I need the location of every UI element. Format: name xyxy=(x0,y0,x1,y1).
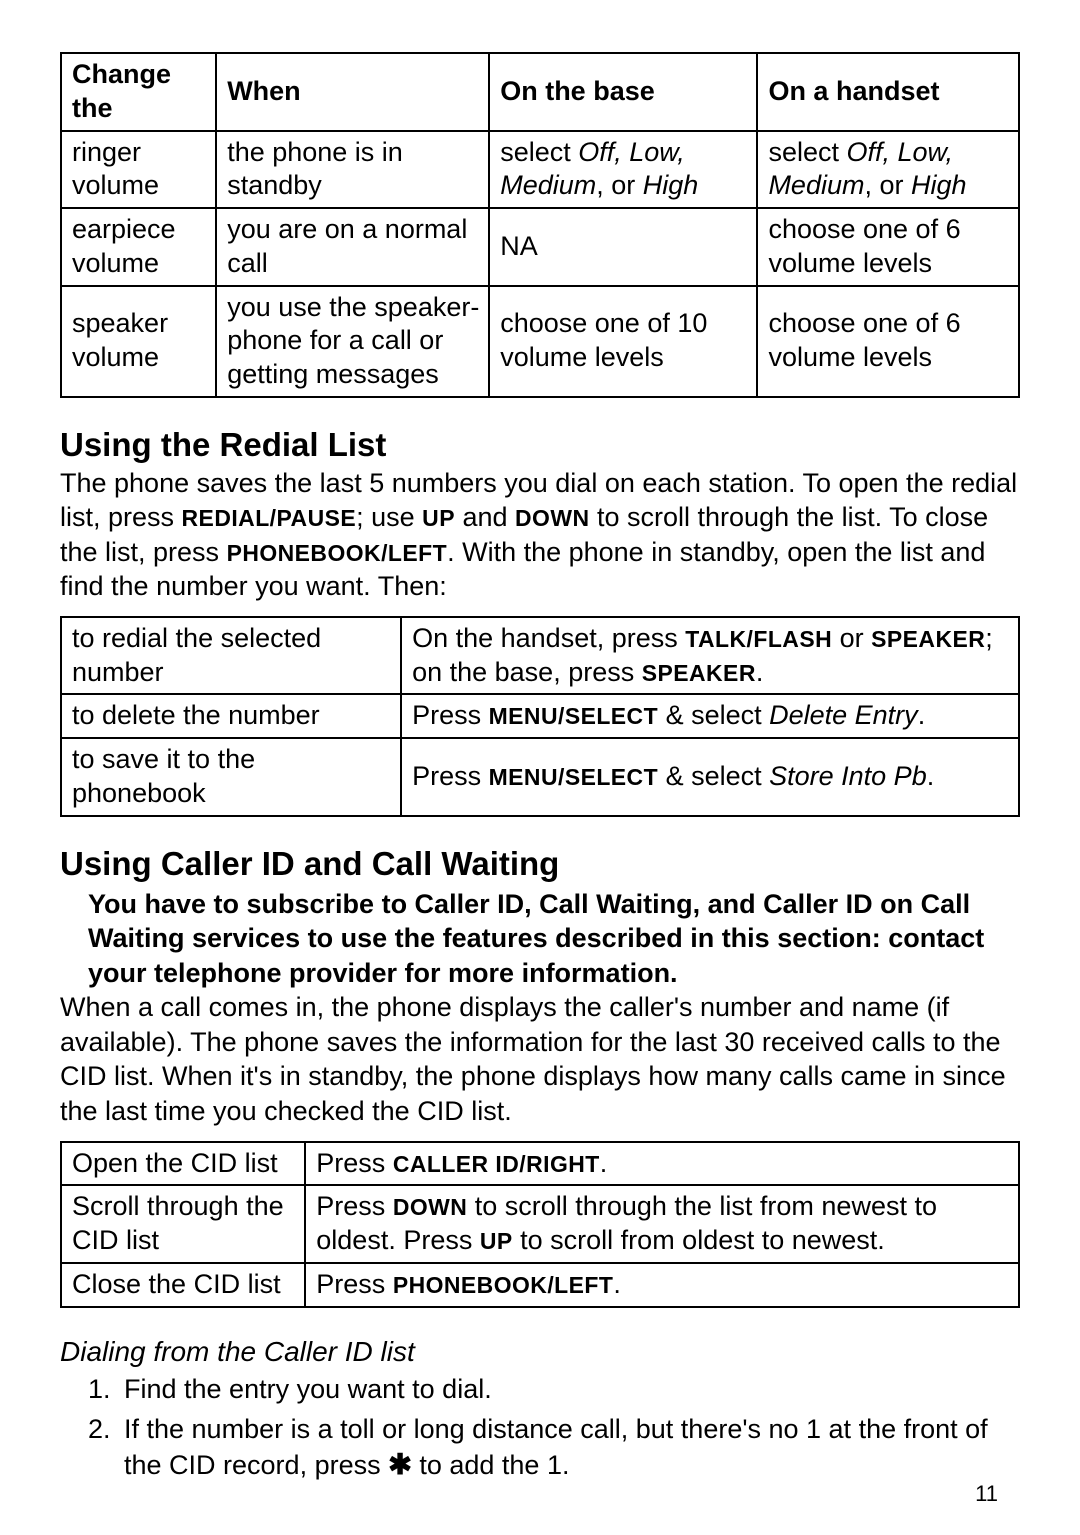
cell: Scroll through the CID list xyxy=(61,1185,305,1263)
cell: choose one of 10 volume levels xyxy=(489,286,757,397)
text: Press xyxy=(316,1148,393,1178)
cell: choose one of 6 volume levels xyxy=(757,286,1019,397)
text: to add the 1. xyxy=(412,1450,570,1480)
cell: speaker volume xyxy=(61,286,216,397)
text: Press xyxy=(412,761,489,791)
cell: Open the CID list xyxy=(61,1142,305,1186)
key-label: SPEAKER xyxy=(871,626,985,652)
col-on-base: On the base xyxy=(489,53,757,131)
table-row: to save it to the phonebook Press MENU/S… xyxy=(61,738,1019,816)
table-row: to delete the number Press MENU/SELECT &… xyxy=(61,694,1019,738)
text: . xyxy=(756,657,764,687)
section-heading-redial: Using the Redial List xyxy=(60,426,1020,464)
cell: Press CALLER ID/RIGHT. xyxy=(305,1142,1019,1186)
cell: NA xyxy=(489,208,757,286)
text: select xyxy=(768,137,846,167)
page: Change the When On the base On a handset… xyxy=(0,0,1080,1535)
table-row: to redial the selected number On the han… xyxy=(61,617,1019,695)
text: select xyxy=(500,137,578,167)
key-label: TALK/FLASH xyxy=(685,626,832,652)
cell: Press MENU/SELECT & select Delete Entry. xyxy=(401,694,1019,738)
cell: On the handset, press TALK/FLASH or SPEA… xyxy=(401,617,1019,695)
text: , or xyxy=(596,170,643,200)
page-number: 11 xyxy=(975,1481,998,1507)
cell: Press MENU/SELECT & select Store Into Pb… xyxy=(401,738,1019,816)
list-item: Find the entry you want to dial. xyxy=(118,1372,1020,1407)
table-header-row: Change the When On the base On a handset xyxy=(61,53,1019,131)
cell: Press PHONEBOOK/LEFT. xyxy=(305,1263,1019,1307)
cell: earpiece volume xyxy=(61,208,216,286)
table-row: earpiece volume you are on a normal call… xyxy=(61,208,1019,286)
key-label: UP xyxy=(422,505,455,531)
table-row: ringer volume the phone is in standby se… xyxy=(61,131,1019,209)
text: . xyxy=(613,1269,621,1299)
text: . xyxy=(918,700,926,730)
steps-list: Find the entry you want to dial. If the … xyxy=(70,1372,1020,1483)
col-change-the: Change the xyxy=(61,53,216,131)
cell: Press DOWN to scroll through the list fr… xyxy=(305,1185,1019,1263)
key-label: REDIAL/PAUSE xyxy=(182,505,357,531)
text: . xyxy=(600,1148,608,1178)
cell: Close the CID list xyxy=(61,1263,305,1307)
text: Press xyxy=(316,1269,393,1299)
italic-text: High xyxy=(643,170,699,200)
key-label: DOWN xyxy=(515,505,589,531)
text: & select xyxy=(658,700,769,730)
cid-actions-table: Open the CID list Press CALLER ID/RIGHT.… xyxy=(60,1141,1020,1308)
key-label: DOWN xyxy=(393,1194,467,1220)
text: to scroll from oldest to newest. xyxy=(513,1225,885,1255)
redial-actions-table: to redial the selected number On the han… xyxy=(60,616,1020,817)
text: or xyxy=(832,623,871,653)
key-label: SPEAKER xyxy=(642,660,756,686)
key-label: PHONEBOOK/LEFT xyxy=(227,540,448,566)
key-label: UP xyxy=(480,1228,513,1254)
text: Press xyxy=(316,1191,393,1221)
cell: to delete the number xyxy=(61,694,401,738)
star-icon: ✱ xyxy=(388,1449,412,1481)
text: and xyxy=(455,502,515,532)
key-label: CALLER ID/RIGHT xyxy=(393,1151,600,1177)
cell: ringer volume xyxy=(61,131,216,209)
cell: to save it to the phonebook xyxy=(61,738,401,816)
table-row: Close the CID list Press PHONEBOOK/LEFT. xyxy=(61,1263,1019,1307)
cell: you are on a normal call xyxy=(216,208,489,286)
list-item: If the number is a toll or long distance… xyxy=(118,1412,1020,1483)
cell: to redial the selected number xyxy=(61,617,401,695)
col-when: When xyxy=(216,53,489,131)
italic-text: High xyxy=(911,170,967,200)
cell: select Off, Low, Medium, or High xyxy=(757,131,1019,209)
paragraph: When a call comes in, the phone displays… xyxy=(60,990,1020,1128)
key-label: MENU/SELECT xyxy=(489,764,658,790)
table-row: Open the CID list Press CALLER ID/RIGHT. xyxy=(61,1142,1019,1186)
table-row: speaker volume you use the speaker-phone… xyxy=(61,286,1019,397)
cell: select Off, Low, Medium, or High xyxy=(489,131,757,209)
volume-table: Change the When On the base On a handset… xyxy=(60,52,1020,398)
table-row: Scroll through the CID list Press DOWN t… xyxy=(61,1185,1019,1263)
cell: the phone is in standby xyxy=(216,131,489,209)
italic-text: Store Into Pb xyxy=(769,761,927,791)
col-on-handset: On a handset xyxy=(757,53,1019,131)
italic-text: Delete Entry xyxy=(769,700,918,730)
text: Press xyxy=(412,700,489,730)
key-label: MENU/SELECT xyxy=(489,703,658,729)
cell: choose one of 6 volume levels xyxy=(757,208,1019,286)
subsection-heading: Dialing from the Caller ID list xyxy=(60,1336,1020,1368)
cell: you use the speaker-phone for a call or … xyxy=(216,286,489,397)
text: , or xyxy=(864,170,911,200)
text: & select xyxy=(658,761,769,791)
notice-text: You have to subscribe to Caller ID, Call… xyxy=(88,887,1020,991)
key-label: PHONEBOOK/LEFT xyxy=(393,1272,614,1298)
text: . xyxy=(927,761,935,791)
paragraph: The phone saves the last 5 numbers you d… xyxy=(60,466,1020,604)
text: ; use xyxy=(356,502,422,532)
section-heading-callerid: Using Caller ID and Call Waiting xyxy=(60,845,1020,883)
text: On the handset, press xyxy=(412,623,685,653)
